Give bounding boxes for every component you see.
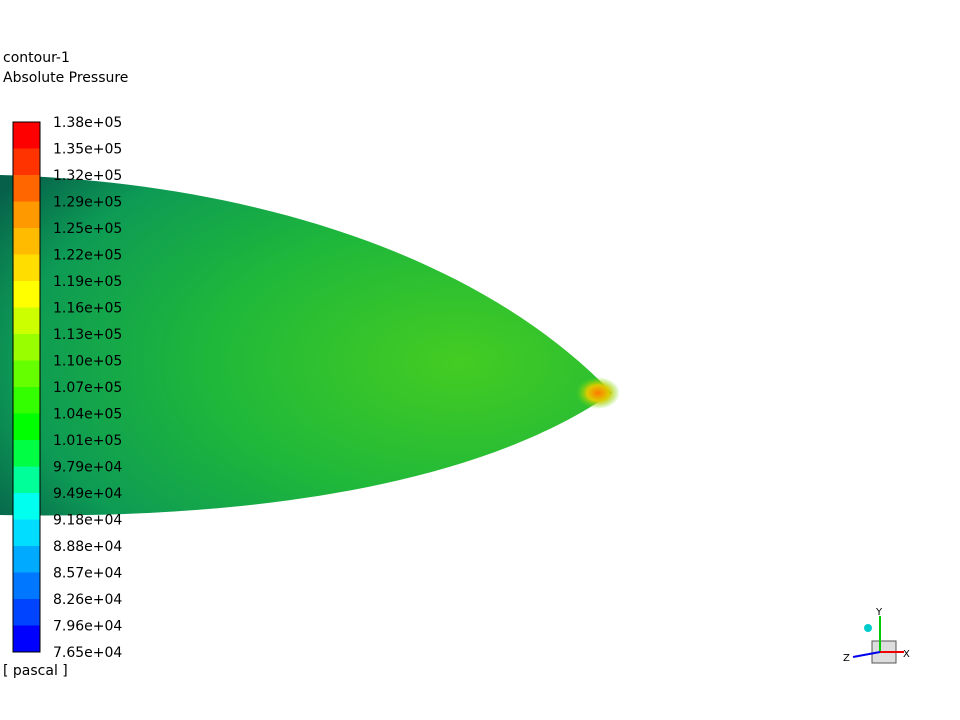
colorbar-label: 1.13e+05	[53, 327, 122, 343]
contour-variable: Absolute Pressure	[3, 70, 128, 86]
colorbar-band	[13, 122, 40, 149]
axis-triad: Y Z X	[843, 607, 910, 664]
colorbar-frame	[12, 121, 41, 653]
colorbar-band	[13, 360, 40, 388]
colorbar-label: 1.01e+05	[53, 433, 122, 449]
colorbar-label: 1.19e+05	[53, 274, 122, 290]
colorbar-band	[13, 201, 40, 229]
triad-dot	[864, 624, 872, 632]
colorbar-band	[13, 254, 40, 282]
colorbar-label: 1.07e+05	[53, 380, 122, 396]
colorbar-label: 1.25e+05	[53, 221, 122, 237]
colorbar-band	[13, 519, 40, 547]
colorbar-band	[13, 281, 40, 308]
colorbar-band	[13, 228, 40, 255]
colorbar-label: 9.49e+04	[53, 486, 122, 502]
colorbar: 1.38e+05 1.35e+05 1.32e+05 1.29e+05 1.25e+05…	[12, 115, 122, 661]
colorbar-label: 1.22e+05	[53, 248, 122, 264]
nose-body	[0, 175, 612, 516]
colorbar-band	[13, 175, 40, 202]
colorbar-band	[13, 440, 40, 467]
colorbar-label: 7.96e+04	[53, 619, 122, 635]
colorbar-label: 1.35e+05	[53, 142, 122, 158]
triad-y-label: Y	[875, 607, 883, 618]
colorbar-label: 8.26e+04	[53, 592, 122, 608]
colorbar-band	[13, 413, 40, 441]
colorbar-band	[13, 599, 40, 626]
colorbar-band	[13, 307, 40, 335]
colorbar-label: 8.88e+04	[53, 539, 122, 555]
colorbar-label: 1.10e+05	[53, 354, 122, 370]
unit-label: [ pascal ]	[3, 663, 68, 679]
colorbar-label: 1.38e+05	[53, 115, 122, 131]
colorbar-band	[13, 493, 40, 520]
colorbar-label: 1.32e+05	[53, 168, 122, 184]
colorbar-label: 9.79e+04	[53, 460, 122, 476]
colorbar-band	[13, 546, 40, 573]
colorbar-band	[13, 334, 40, 361]
colorbar-label: 7.65e+04	[53, 645, 122, 661]
colorbar-band	[13, 466, 40, 494]
colorbar-label: 1.16e+05	[53, 301, 122, 317]
colorbar-label: 1.29e+05	[53, 195, 122, 211]
contour-name: contour-1	[3, 50, 70, 66]
triad-z	[852, 651, 881, 658]
triad-z-label: Z	[843, 653, 850, 664]
colorbar-band	[13, 625, 40, 653]
colorbar-label: 9.18e+04	[53, 513, 122, 529]
triad-x-label: X	[903, 649, 910, 660]
colorbar-label: 1.04e+05	[53, 407, 122, 423]
nose-tip	[576, 377, 620, 409]
colorbar-band	[13, 387, 40, 414]
colorbar-label: 8.57e+04	[53, 566, 122, 582]
colorbar-band	[13, 572, 40, 600]
colorbar-band	[13, 148, 40, 176]
